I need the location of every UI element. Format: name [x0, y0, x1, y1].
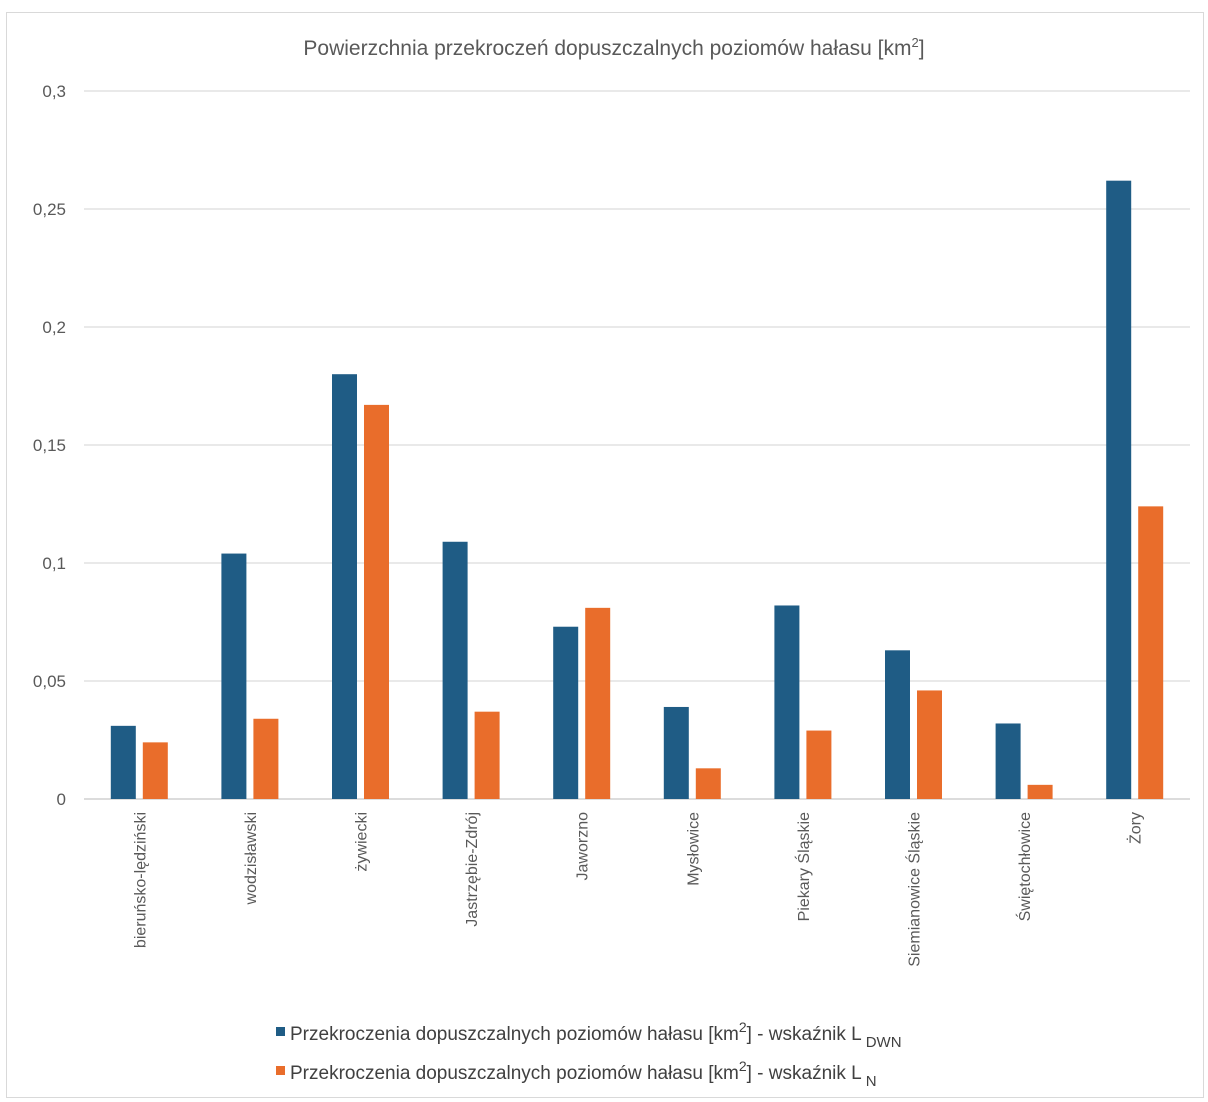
x-category-label: Jastrzębie-Zdrój	[464, 812, 481, 927]
bar-n	[1027, 784, 1053, 799]
y-tick-label: 0,1	[42, 554, 66, 573]
y-tick-label: 0	[57, 790, 66, 809]
bar-dwn	[110, 725, 136, 799]
chart-title-end: ]	[919, 37, 925, 60]
chart-title: Powierzchnia przekroczeń dopuszczalnych …	[303, 35, 924, 60]
bar-dwn	[663, 706, 689, 799]
legend-swatch	[276, 1066, 285, 1075]
y-tick-label: 0,05	[33, 672, 66, 691]
y-axis-tick-labels: 0 0,05 0,1 0,15 0,2 0,25 0,3	[33, 82, 66, 809]
bar-dwn	[774, 605, 800, 799]
gridlines	[84, 90, 1190, 800]
bar-n	[695, 768, 721, 799]
bar-n	[806, 730, 832, 799]
chart-title-main: Powierzchnia przekroczeń dopuszczalnych …	[303, 37, 911, 60]
x-category-label: Piekary Śląskie	[794, 812, 813, 921]
x-category-label: Jaworzno	[575, 812, 592, 881]
x-category-label: Mysłowice	[685, 812, 702, 886]
bars	[110, 180, 1164, 799]
bar-dwn	[1106, 180, 1132, 799]
bar-dwn	[442, 541, 468, 799]
legend-entry: Przekroczenia dopuszczalnych poziomów ha…	[290, 1019, 902, 1051]
x-category-label: żywiecki	[354, 812, 371, 872]
legend: Przekroczenia dopuszczalnych poziomów ha…	[276, 1019, 902, 1090]
x-category-label: Siemianowice Śląskie	[905, 812, 924, 967]
bar-n	[917, 690, 942, 799]
legend-entry: Przekroczenia dopuszczalnych poziomów ha…	[290, 1058, 877, 1090]
bar-n	[585, 607, 611, 799]
x-axis-category-labels: bieruńsko-lędziński wodzisławski żywiecki J…	[132, 812, 1144, 967]
x-category-label: Żory	[1126, 812, 1145, 844]
chart-container	[6, 12, 1204, 1098]
y-tick-label: 0,25	[33, 200, 66, 219]
bar-dwn	[885, 650, 910, 799]
chart-title-superscript: 2	[912, 35, 919, 50]
legend-swatch	[276, 1027, 285, 1036]
bar-n	[142, 742, 168, 799]
y-tick-label: 0,3	[42, 82, 66, 101]
x-category-label: Świętochłowice	[1015, 812, 1034, 921]
y-tick-label: 0,2	[42, 318, 66, 337]
bar-dwn	[221, 553, 247, 799]
x-category-label: bieruńsko-lędziński	[132, 812, 149, 948]
bar-dwn	[332, 374, 357, 799]
x-category-label: wodzisławski	[243, 812, 260, 905]
bar-dwn	[553, 626, 579, 799]
bar-n	[1138, 506, 1164, 799]
bar-dwn	[995, 723, 1021, 799]
bar-n	[253, 718, 279, 799]
bar-n	[474, 711, 500, 799]
bar-n	[364, 404, 389, 799]
y-tick-label: 0,15	[33, 436, 66, 455]
